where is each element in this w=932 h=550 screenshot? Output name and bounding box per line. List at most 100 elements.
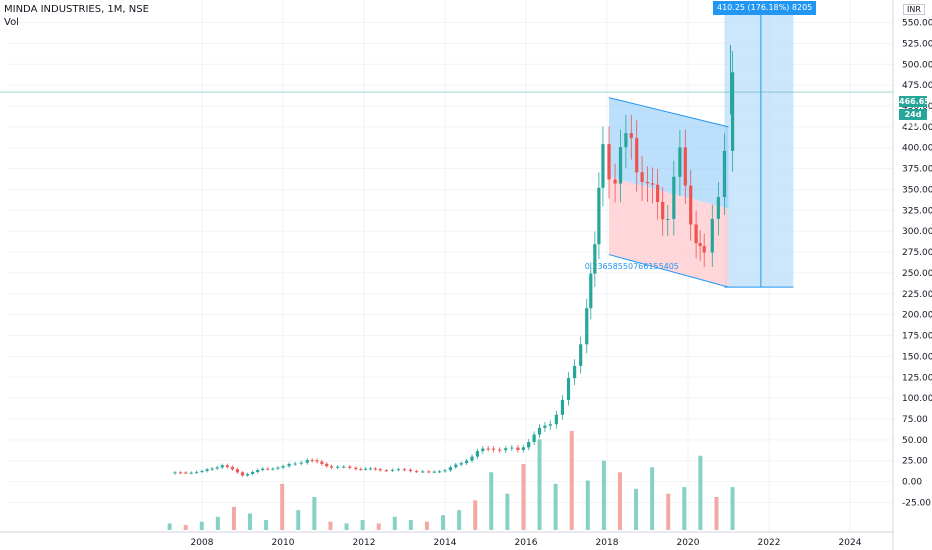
candle-body (498, 449, 502, 451)
candle-body (195, 471, 199, 473)
price-tick-label: 25.00 (902, 457, 928, 467)
candle-body (178, 472, 182, 474)
candle-body (256, 470, 260, 472)
candle-body (443, 470, 447, 472)
candle-body (320, 461, 324, 464)
volume-bar (441, 515, 446, 530)
volume-bar (280, 483, 285, 530)
volume-bar (167, 523, 172, 530)
candle-body (305, 460, 309, 463)
candle-body (432, 471, 436, 473)
price-tick-label: 425.00 (902, 123, 932, 133)
volume-bar (730, 487, 735, 530)
candle-body (716, 197, 720, 219)
volume-bar (183, 525, 188, 530)
candle-body (521, 447, 525, 450)
volume-bar (521, 464, 526, 530)
candle-body (710, 218, 714, 253)
candle-body (373, 468, 377, 470)
candle-body (730, 72, 735, 151)
candle-body (532, 434, 536, 442)
candle-body (554, 414, 558, 425)
candle-body (527, 441, 531, 448)
candle-body (220, 465, 224, 468)
candle-body (635, 138, 639, 173)
price-tick-label: 275.00 (902, 248, 932, 258)
volume-bar (296, 510, 301, 530)
price-tick-label: 175.00 (902, 332, 932, 342)
price-range-label: 410.25 (176.18%) 8205 (713, 1, 817, 15)
candle-body (661, 201, 665, 220)
channel-ratio-label: 0.23658550766155405 (585, 262, 679, 271)
candle-body (251, 471, 255, 474)
volume-indicator-label: Vol (4, 17, 19, 28)
currency-badge[interactable]: INR (903, 4, 925, 15)
volume-bar (537, 439, 542, 530)
candle-body (245, 473, 250, 476)
candle-body (573, 365, 577, 379)
candle-body (261, 468, 265, 471)
volume-bar (199, 521, 204, 530)
candle-body (281, 466, 285, 468)
candle-body (618, 147, 623, 184)
candle-body (368, 468, 373, 470)
price-tick-label: 75.00 (902, 415, 928, 425)
candle-body (537, 427, 542, 435)
volume-bar (360, 520, 365, 530)
channel-top-line (608, 97, 729, 128)
volume-bar (617, 472, 622, 530)
candle-body (683, 147, 687, 186)
price-tick-label: 125.00 (902, 373, 932, 383)
price-tick-label: 500.00 (902, 60, 932, 70)
time-tick-label: 2022 (758, 538, 781, 548)
candle-body (516, 447, 520, 450)
time-axis[interactable]: 2008 2010 2012 2014 2016 2018 2020 2022 2024 (0, 531, 893, 548)
volume-bar (231, 506, 236, 530)
chart-title: MINDA INDUSTRIES, 1M, NSE (4, 4, 149, 15)
candle-body (702, 246, 706, 253)
price-tick-label: 550.00 (902, 19, 932, 29)
candle-body (645, 182, 650, 184)
candle-body (629, 133, 633, 139)
candle-body (225, 465, 229, 467)
price-tick-label: 200.00 (902, 311, 932, 321)
price-tick-label: 0.00 (902, 478, 922, 488)
candle-body (173, 472, 177, 474)
price-tick-label: 150.00 (902, 352, 932, 362)
price-candles (173, 45, 735, 477)
price-tick-label: 475.00 (902, 81, 932, 91)
countdown-tag: 24d 23h (899, 109, 927, 130)
time-tick-label: 2020 (677, 538, 700, 548)
candle-body (481, 448, 485, 452)
volume-bar (457, 510, 462, 530)
candle-body (624, 133, 628, 148)
candle-body (640, 172, 644, 183)
candle-body (396, 469, 401, 471)
candle-body (276, 467, 280, 469)
candle-body (678, 147, 682, 177)
candle-body (271, 468, 275, 470)
volume-bar (215, 516, 220, 530)
chart-drawings: 0.23658550766155405 (0, 10, 893, 288)
candle-body (597, 187, 601, 245)
time-tick-label: 2008 (191, 538, 214, 548)
volume-bars (167, 431, 735, 530)
price-tick-label: 325.00 (902, 206, 932, 216)
price-tick-label: 100.00 (902, 394, 932, 404)
volume-bar (328, 521, 333, 530)
price-tick-label: 375.00 (902, 165, 932, 175)
price-tick-label: 50.00 (902, 436, 928, 446)
candle-body (543, 425, 547, 428)
candle-body (593, 244, 597, 274)
candle-body (448, 467, 452, 471)
candle-body (579, 344, 583, 366)
volume-bar (392, 516, 397, 530)
volume-bar (376, 523, 381, 530)
candle-body (492, 448, 496, 450)
price-axis[interactable]: -25.00 0.00 25.00 50.00 75.00 100.00 125.00 150… (892, 0, 932, 550)
candle-body (215, 467, 219, 469)
price-tick-label: 250.00 (902, 269, 932, 279)
candle-body (378, 469, 382, 471)
volume-bar (569, 431, 574, 530)
